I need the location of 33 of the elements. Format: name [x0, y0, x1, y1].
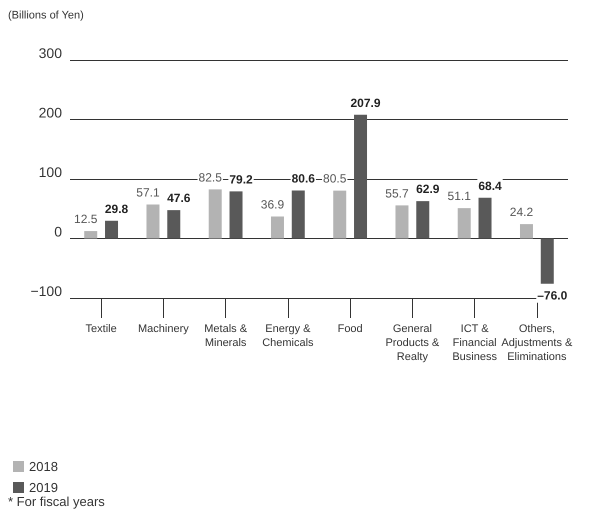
data-label: 62.9 [416, 182, 440, 196]
y-tick-label: 300 [38, 45, 62, 61]
data-label: 80.5 [323, 172, 347, 186]
text: * For fiscal years [8, 494, 106, 509]
data-label: 68.4 [478, 178, 502, 193]
data-label: 47.6 [167, 191, 191, 206]
x-tick-label: Machinery [138, 323, 190, 335]
data-label: 79.2 [229, 172, 254, 186]
data-label: 36.9 [260, 198, 284, 212]
y-tick-label: −100 [30, 283, 62, 299]
x-tick-label: Food [338, 323, 363, 335]
x-tick-label: Energy & Chemicals [262, 323, 314, 349]
data-label: 80.6 [292, 172, 316, 186]
data-label: –76.0 [537, 288, 568, 303]
data-label: 51.1 [448, 189, 472, 204]
x-tick-label: Textile [86, 323, 117, 335]
y-tick-label: 100 [38, 164, 62, 180]
data-label: 207.9 [350, 96, 381, 110]
data-label: 24.2 [510, 205, 534, 220]
data-label: 12.5 [74, 212, 98, 226]
x-tick-label: Metals & Minerals [204, 323, 248, 349]
y-tick-label: 200 [38, 104, 62, 120]
legend-label: 2019 [29, 480, 58, 495]
data-label: 82.5 [198, 170, 222, 184]
y-tick-label: 0 [54, 224, 62, 240]
x-tick-label: ICT & Financial Business [452, 323, 498, 363]
data-label: 29.8 [104, 202, 129, 216]
x-tick-label: Others, Adjustments & Eliminations [501, 323, 573, 363]
data-label: 55.7 [385, 186, 409, 200]
y-axis-title: (Billions of Yen) [8, 10, 84, 22]
x-tick-label: General Products & Realty [385, 323, 440, 363]
legend-label: 2018 [29, 459, 58, 474]
data-label: 57.1 [136, 186, 160, 200]
